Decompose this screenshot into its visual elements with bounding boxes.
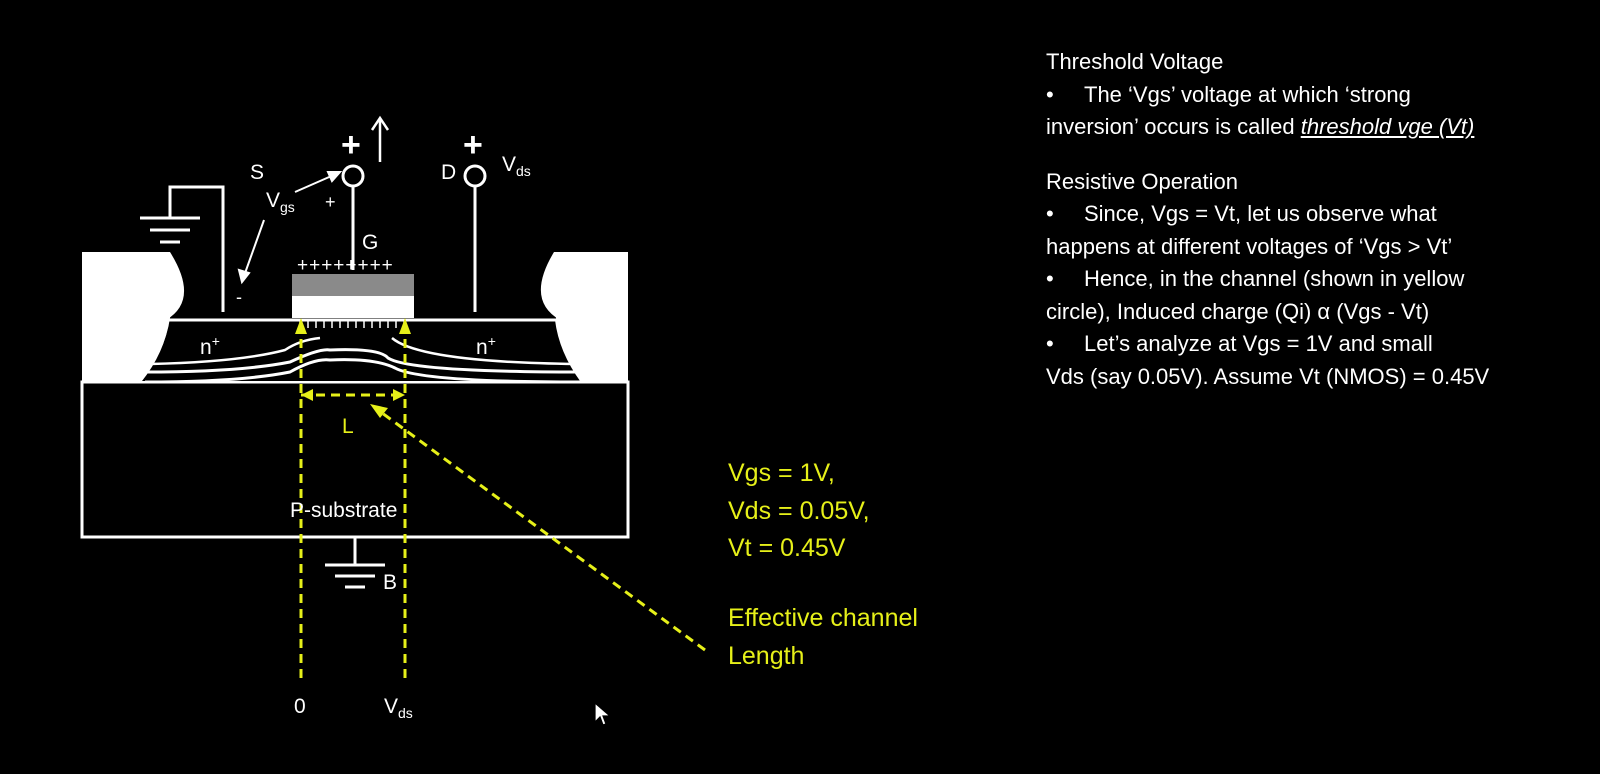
threshold-bullet-cont: inversion’ occurs is called threshold vg…	[1046, 114, 1475, 140]
vgs-label: Vgs	[266, 189, 295, 216]
drain-terminal	[463, 164, 487, 188]
field-oxide-left	[82, 252, 172, 382]
substrate-body	[80, 380, 630, 539]
resistive-title: Resistive Operation	[1046, 168, 1238, 194]
threshold-bullet: • The ‘Vgs’ voltage at which ‘strong	[1046, 81, 1411, 107]
bias-parameters: Vgs = 1V, Vds = 0.05V, Vt = 0.45V	[728, 455, 870, 568]
bullet-1: • Since, Vgs = Vt, let us observe what	[1046, 201, 1437, 227]
gate-terminal	[341, 164, 365, 188]
field-oxide-right	[554, 252, 628, 382]
drain-label: D	[441, 161, 457, 184]
drain-plus-label: +	[463, 126, 483, 164]
depletion-boundary-1	[144, 348, 581, 374]
length-label: L	[342, 415, 354, 438]
gate-oxide	[292, 274, 414, 296]
vgs-value: Vgs = 1V,	[728, 459, 835, 487]
gate-charges: ++++++++	[297, 255, 394, 276]
substrate-label: P-substrate	[290, 499, 398, 522]
bullet-3: • Let’s analyze at Vgs = 1V and small	[1046, 331, 1433, 357]
depletion-boundary-2	[144, 358, 581, 384]
vgs-plus-label: +	[325, 192, 336, 212]
n-plus-right-label: n+	[476, 333, 496, 359]
bullet-2-cont: circle), Induced charge (Qi) α (Vgs - Vt…	[1046, 298, 1430, 324]
source-wire	[168, 185, 225, 312]
effective-channel-label: Effective channel Length	[728, 604, 918, 670]
gate-plus-label: +	[341, 126, 361, 164]
vgs-arrow	[237, 171, 343, 285]
axis-vds-label: Vds	[384, 695, 413, 722]
nmos-cross-section-diagram	[80, 115, 706, 680]
threshold-title: Threshold Voltage	[1046, 49, 1224, 74]
axis-zero-label: 0	[294, 695, 306, 718]
gate-up-arrow	[370, 115, 390, 162]
vds-value: Vds = 0.05V,	[728, 496, 870, 525]
vgs-minus-label: -	[236, 287, 242, 307]
n-plus-left-label: n+	[200, 333, 220, 359]
pointer-arrow-icon	[594, 702, 612, 726]
gate-label: G	[362, 231, 379, 254]
bullet-3-cont: Vds (say 0.05V). Assume Vt (NMOS) = 0.45…	[1046, 363, 1490, 389]
threshold-term: threshold vge (Vt)	[1300, 114, 1475, 140]
gate-electrode	[292, 296, 414, 318]
yellow-arrowheads	[295, 318, 411, 418]
body-label: B	[383, 571, 398, 594]
body-ground-icon	[325, 563, 385, 589]
source-ground-icon	[140, 216, 200, 244]
drain-vds-label: Vds	[502, 153, 531, 180]
channel-length-guides	[299, 324, 706, 680]
notes-panel: Threshold Voltage • The ‘Vgs’ voltage at …	[1046, 46, 1596, 393]
bullet-1-cont: happens at different voltages of ‘Vgs > …	[1046, 233, 1453, 259]
vt-value: Vt = 0.45V	[728, 534, 846, 562]
bullet-2: • Hence, in the channel (shown in yellow	[1046, 266, 1465, 292]
depletion-boundary-3	[149, 336, 321, 366]
depletion-boundary-4	[391, 337, 576, 366]
source-label: S	[250, 161, 265, 184]
